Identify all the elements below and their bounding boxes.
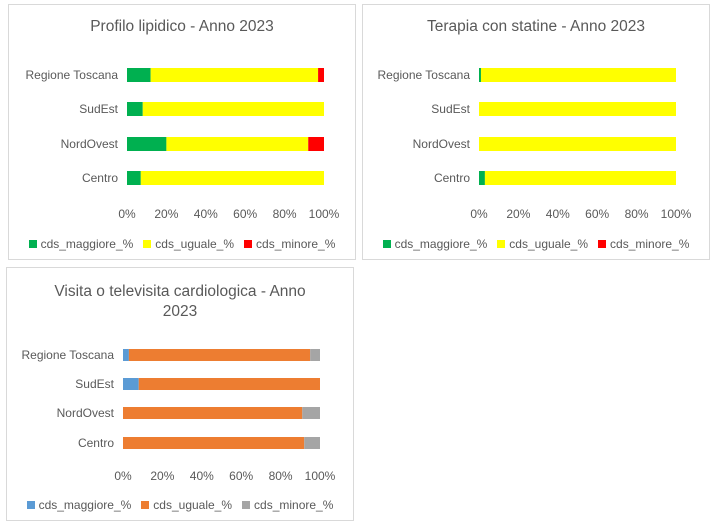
x-tick-label: 100% [309,207,340,221]
x-tick-label: 20% [150,469,174,483]
legend-item: cds_uguale_% [143,237,234,251]
bar-segment [123,407,303,419]
legend-item: cds_uguale_% [141,498,232,512]
category-label: NordOvest [61,137,119,151]
legend-label: cds_uguale_% [509,237,589,251]
legend-item: cds_maggiore_% [26,498,132,512]
legend-item: cds_minore_% [244,237,335,251]
x-tick-label: 20% [506,207,530,221]
chart-title: Profilo lipidico - Anno 2023 [90,18,274,35]
chart-panel-visita-cardiologica: Visita o televisita cardiologica - Anno … [6,267,354,521]
legend-swatch [382,240,391,248]
category-label: Regione Toscana [25,68,118,82]
chart-panel-terapia-statine: Terapia con statine - Anno 2023 Regione … [362,4,710,260]
chart-title: Visita o televisita cardiologica - Anno … [54,283,306,320]
legend-swatch [242,501,251,509]
chart-panel-profilo-lipidico: Profilo lipidico - Anno 2023 Regione Tos… [8,4,356,260]
legend-swatch [598,240,607,248]
x-tick-label: 80% [625,207,649,221]
bar-segment [128,349,311,361]
x-tick-label: 0% [114,469,132,483]
x-tick-label: 0% [470,207,488,221]
x-tick-label: 60% [233,207,257,221]
category-label: SudEst [431,102,470,116]
legend-item: cds_maggiore_% [382,237,488,251]
legend-label: cds_maggiore_% [38,498,132,512]
chart-title: Terapia con statine - Anno 2023 [426,18,645,35]
bar-segment [127,137,167,151]
chart-plot-area: Regione Toscana SudEst NordOvest Centro 0% 20… [25,68,340,221]
legend-label: cds_uguale_% [155,237,235,251]
bar-segment [166,137,309,151]
bar-segment [123,437,305,449]
legend-swatch [143,240,152,248]
bar-segment [310,349,320,361]
bar-segment [150,68,319,82]
chart-plot-area: Regione Toscana SudEst NordOvest Centro 0% 20… [377,68,692,221]
bar-segment [123,349,129,361]
x-tick-label: 60% [229,469,253,483]
category-label: SudEst [75,377,114,391]
bar-segment [479,102,676,116]
x-tick-label: 60% [585,207,609,221]
x-tick-label: 0% [118,207,136,221]
x-tick-label: 20% [154,207,178,221]
category-label: SudEst [79,102,118,116]
x-tick-label: 80% [269,469,293,483]
category-label: Centro [78,436,114,450]
chart-legend: cds_maggiore_% cds_uguale_% cds_minore_% [9,237,355,251]
legend-item: cds_uguale_% [497,237,588,251]
chart-legend: cds_maggiore_% cds_uguale_% cds_minore_% [7,498,353,512]
bar-segment [140,171,324,185]
x-tick-label: 80% [273,207,297,221]
legend-item: cds_minore_% [242,498,333,512]
category-label: NordOvest [57,406,115,420]
bar-segment [480,68,676,82]
chart-legend: cds_maggiore_% cds_uguale_% cds_minore_% [363,237,709,251]
x-tick-label: 40% [194,207,218,221]
legend-item: cds_maggiore_% [28,237,134,251]
bar-segment [127,171,141,185]
x-tick-label: 40% [190,469,214,483]
category-label: Centro [434,171,470,185]
legend-label: cds_uguale_% [153,498,233,512]
bar-segment [479,171,485,185]
x-tick-label: 40% [546,207,570,221]
legend-label: cds_maggiore_% [40,237,134,251]
legend-swatch [244,240,253,248]
bar-segment [142,102,324,116]
x-tick-label: 100% [305,469,336,483]
bar-segment [304,437,320,449]
legend-label: cds_minore_% [256,237,336,251]
x-tick-label: 100% [661,207,692,221]
bar-segment [484,171,676,185]
category-label: NordOvest [413,137,471,151]
legend-swatch [141,501,150,509]
legend-label: cds_maggiore_% [394,237,488,251]
bar-segment [127,102,143,116]
bar-segment [479,137,676,151]
bar-segment [123,378,139,390]
legend-swatch [26,501,35,509]
bar-segment [479,68,481,82]
legend-item: cds_minore_% [598,237,689,251]
bar-segment [127,68,151,82]
bar-segment [302,407,320,419]
category-label: Centro [82,171,118,185]
chart-plot-area: Regione Toscana SudEst NordOvest Centro 0% 20… [21,348,336,483]
legend-label: cds_minore_% [610,237,690,251]
legend-swatch [497,240,506,248]
bar-segment [138,378,320,390]
bar-segment [318,68,324,82]
category-label: Regione Toscana [377,68,470,82]
legend-swatch [28,240,37,248]
legend-label: cds_minore_% [254,498,334,512]
category-label: Regione Toscana [21,348,114,362]
bar-segment [308,137,324,151]
